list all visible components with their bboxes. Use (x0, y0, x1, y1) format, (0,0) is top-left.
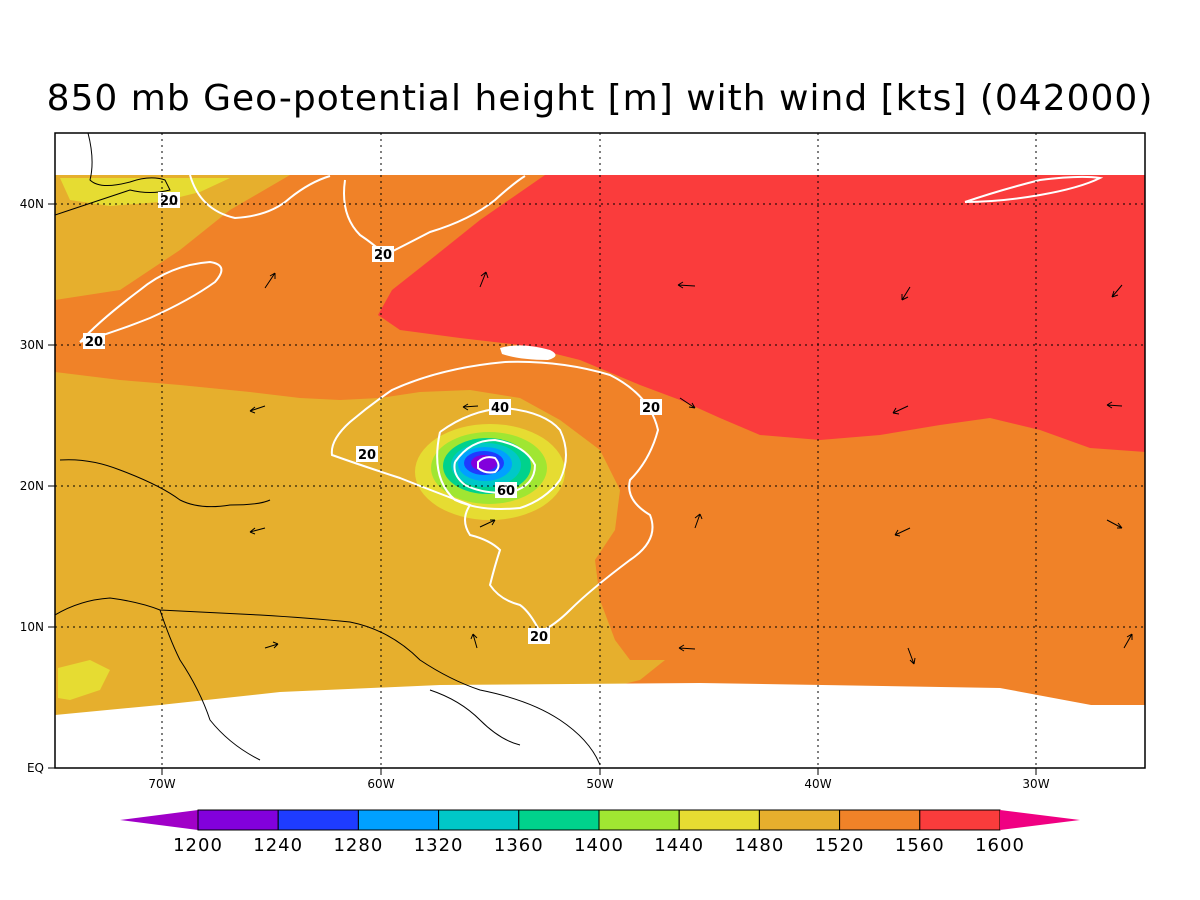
contour-20-main (330, 360, 660, 634)
colorbar: 1200 1240 1280 1320 1360 1400 1440 1480 1520 1560… (120, 809, 1080, 856)
colorbar-label: 1400 (574, 835, 624, 856)
contour-label-group: 20 20 20 20 20 20 40 60 (83, 192, 662, 645)
colorbar-segment (919, 809, 1001, 831)
lat-label-40n: 40N (20, 197, 44, 211)
lon-label-60w: 60W (367, 777, 394, 791)
lat-label-20n: 20N (20, 479, 44, 493)
wind-arrow (264, 272, 276, 289)
colorbar-segment (758, 809, 841, 831)
wind-arrow (694, 513, 703, 529)
wind-arrow (907, 647, 916, 665)
lat-label-10n: 10N (20, 620, 44, 634)
colorbar-min-arrow (120, 810, 198, 830)
coastlines (55, 133, 601, 766)
coast-antilles (59, 459, 271, 508)
contour-label: 20 (358, 448, 376, 463)
wind-arrow (678, 644, 696, 652)
wind-arrow (462, 403, 479, 411)
coast-north-america (55, 133, 171, 216)
contour-label: 20 (530, 630, 548, 645)
lon-label-30w: 30W (1022, 777, 1049, 791)
lon-label-50w: 50W (586, 777, 613, 791)
wind-arrow (1106, 519, 1123, 529)
contour-label: 60 (497, 484, 515, 499)
contour-label: 20 (374, 248, 392, 263)
wind-arrow (679, 397, 696, 409)
colorbar-label: 1520 (815, 835, 865, 856)
wind-arrow (892, 405, 909, 415)
lat-label-30n: 30N (20, 338, 44, 352)
wind-arrow (264, 641, 279, 649)
field-1480-sw (58, 660, 110, 700)
colorbar-segment (839, 809, 921, 831)
colorbar-label: 1360 (494, 835, 544, 856)
wind-ring-small (500, 345, 556, 360)
wind-arrow (1111, 284, 1123, 298)
colorbar-label: 1480 (734, 835, 784, 856)
contour-20-ne (964, 175, 1104, 203)
lat-label-eq: EQ (27, 761, 44, 775)
wind-arrow (894, 527, 911, 537)
lon-label-40w: 40W (804, 777, 831, 791)
contour-label: 40 (491, 401, 509, 416)
longitude-labels: 70W 60W 50W 40W 30W (148, 777, 1049, 791)
no-data-south (55, 683, 1145, 768)
colorbar-segment (678, 809, 760, 831)
field-1520 (55, 175, 290, 300)
contour-label: 20 (160, 194, 178, 209)
wind-arrow (479, 271, 489, 288)
colorbar-segment (438, 809, 520, 831)
wind-arrow (249, 527, 266, 535)
wind-vectors (249, 271, 1133, 665)
colorbar-label: 1320 (414, 835, 464, 856)
latitude-labels: 40N 30N 20N 10N EQ (20, 197, 44, 775)
lon-label-70w: 70W (148, 777, 175, 791)
wind-arrow (901, 286, 911, 301)
wind-arrow (249, 405, 266, 414)
colorbar-label: 1200 (173, 835, 223, 856)
coast-sa-interior (159, 609, 521, 761)
wind-speed-contours (79, 174, 1104, 634)
colorbar-label: 1560 (895, 835, 945, 856)
contour-label: 20 (642, 401, 660, 416)
colorbar-segment (357, 809, 440, 831)
colorbar-max-arrow (1000, 810, 1080, 830)
colorbar-segment (197, 809, 279, 831)
contour-20-n (189, 174, 331, 220)
wind-arrow (1123, 633, 1133, 649)
colorbar-segment (277, 809, 359, 831)
height-field (55, 133, 1145, 768)
field-1600 (378, 175, 1145, 452)
wind-arrow (479, 519, 496, 528)
wind-arrow (677, 281, 696, 289)
contour-label: 20 (85, 335, 103, 350)
wind-arrow (470, 633, 478, 649)
contour-20-nw (79, 260, 223, 343)
graticule (55, 133, 1145, 768)
axis-ticks (48, 203, 1037, 775)
wind-arrow (1106, 401, 1123, 409)
colorbar-label: 1440 (654, 835, 704, 856)
map-title: 850 mb Geo-potential height [m] with win… (46, 78, 1154, 119)
contour-20-mid (343, 175, 526, 257)
colorbar-label: 1280 (333, 835, 383, 856)
colorbar-segment (598, 809, 680, 831)
colorbar-segment (518, 809, 600, 831)
colorbar-label: 1240 (253, 835, 303, 856)
coast-south-america (55, 597, 601, 766)
contour-60 (453, 438, 537, 494)
colorbar-label: 1600 (975, 835, 1025, 856)
contour-eye (477, 456, 500, 474)
